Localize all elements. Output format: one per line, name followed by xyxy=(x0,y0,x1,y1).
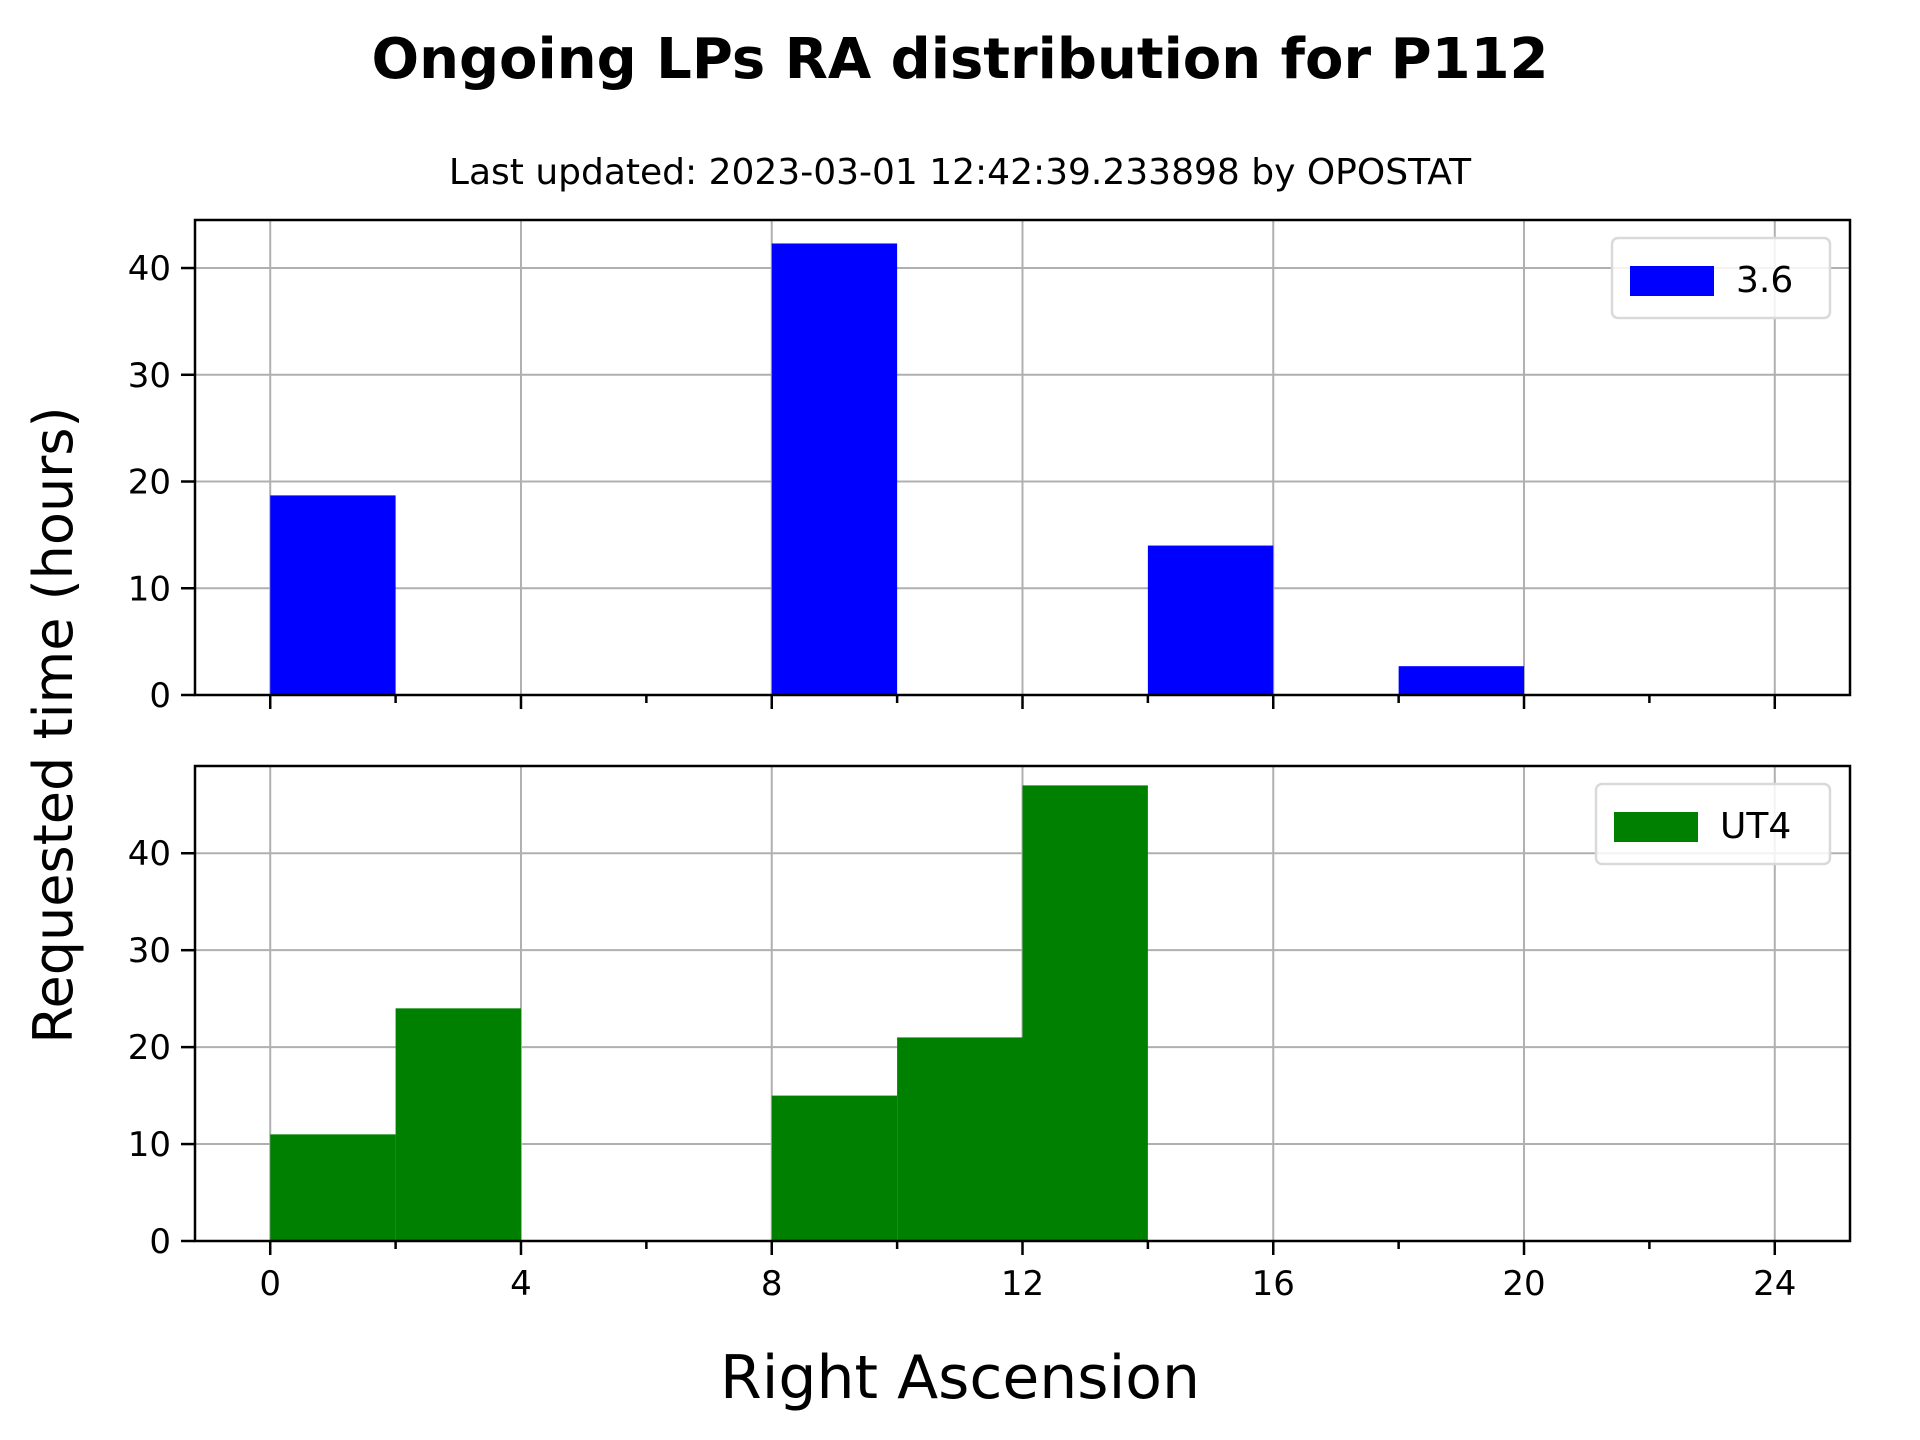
panel-1-bar-18 xyxy=(1398,666,1525,695)
panel-1-legend: 3.6 xyxy=(1610,236,1832,320)
chart-title: Ongoing LPs RA distribution for P112 xyxy=(371,27,1548,92)
panel-2-y-tick-label: 30 xyxy=(128,931,171,971)
x-tick-label: 24 xyxy=(1753,1264,1796,1304)
legend-swatch xyxy=(1614,812,1698,842)
panel-1: 0 10 20 30 40 3.6 xyxy=(128,218,1852,716)
x-axis-label: Right Ascension xyxy=(720,1343,1200,1413)
x-tick-label: 4 xyxy=(510,1264,532,1304)
panel-2-bar-8 xyxy=(771,1095,898,1241)
panel-1-bar-0 xyxy=(270,495,396,695)
chart-subtitle: Last updated: 2023-03-01 12:42:39.233898… xyxy=(449,152,1472,193)
legend-swatch xyxy=(1630,266,1714,296)
panel-2-bar-0 xyxy=(270,1134,396,1241)
panel-1-bar-14 xyxy=(1147,545,1274,695)
panel-1-bar-8 xyxy=(771,243,898,695)
panel-1-y-tick-label: 10 xyxy=(128,569,171,609)
x-tick-label: 12 xyxy=(1001,1264,1044,1304)
legend-label: UT4 xyxy=(1720,806,1791,847)
panel-2-legend: UT4 xyxy=(1594,782,1832,866)
panel-1-y-tick-label: 40 xyxy=(128,249,171,289)
legend-box xyxy=(1610,236,1832,320)
x-tick-label: 16 xyxy=(1252,1264,1295,1304)
x-tick-label: 0 xyxy=(259,1264,281,1304)
y-axis-label: Requested time (hours) xyxy=(22,406,85,1043)
panel-2-bar-2 xyxy=(395,1008,521,1241)
panel-1-y-tick-label: 30 xyxy=(128,356,171,396)
panel-2-bar-10 xyxy=(897,1037,1023,1241)
panel-2-y-tick-label: 10 xyxy=(128,1125,171,1165)
panel-2-y-tick-label: 0 xyxy=(149,1222,171,1262)
panel-2: 0 10 20 30 40 0 4 8 12 16 20 24 UT4 xyxy=(128,764,1852,1304)
panel-2-y-tick-label: 40 xyxy=(128,834,171,874)
panel-1-y-tick-label: 0 xyxy=(149,676,171,716)
panel-2-y-tick-label: 20 xyxy=(128,1028,171,1068)
x-tick-label: 8 xyxy=(761,1264,783,1304)
panel-2-bar-12 xyxy=(1022,785,1148,1241)
legend-box xyxy=(1594,782,1832,866)
x-tick-label: 20 xyxy=(1502,1264,1545,1304)
panel-1-y-tick-label: 20 xyxy=(128,463,171,503)
legend-label: 3.6 xyxy=(1736,260,1793,301)
